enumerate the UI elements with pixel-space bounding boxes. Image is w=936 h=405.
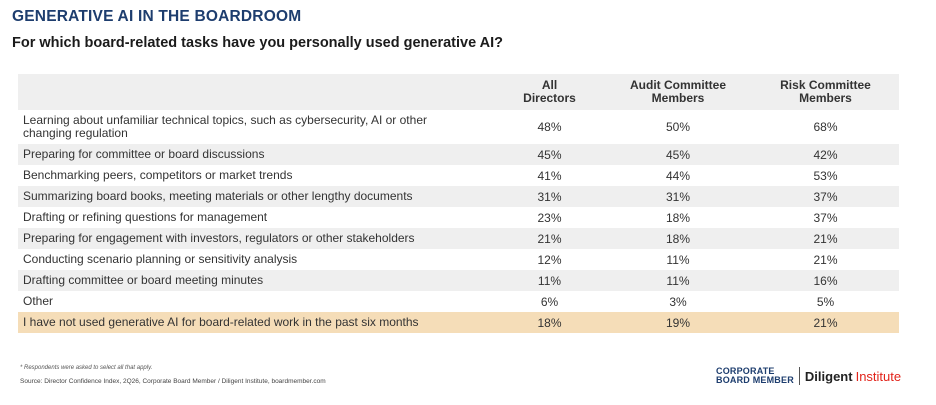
chart-question: For which board-related tasks have you p… (12, 35, 503, 51)
value-risk-committee: 53% (813, 168, 838, 183)
task-label: Other (23, 294, 54, 308)
logo-divider (798, 367, 800, 385)
value-all-directors: 23% (537, 210, 562, 225)
task-label: Drafting or refining questions for manag… (23, 210, 268, 224)
value-all-directors: 41% (537, 168, 562, 183)
diligent-logo: Diligent (804, 368, 853, 384)
table-row: Preparing for committee or board discuss… (18, 144, 899, 165)
value-risk-committee: 16% (813, 273, 838, 288)
task-label: I have not used generative AI for board-… (23, 315, 419, 329)
value-audit-committee: 50% (665, 120, 691, 134)
value-risk-committee: 37% (813, 210, 838, 225)
value-risk-committee: 21% (813, 315, 838, 330)
value-risk-committee: 5% (816, 294, 835, 309)
header-all-directors: All Directors (523, 78, 576, 105)
task-label: Preparing for committee or board discuss… (23, 147, 265, 161)
task-label: Summarizing board books, meeting materia… (23, 189, 413, 203)
task-label: Benchmarking peers, competitors or marke… (23, 168, 293, 182)
value-audit-committee: 18% (665, 231, 691, 246)
value-risk-committee: 42% (813, 147, 838, 162)
value-audit-committee: 11% (666, 252, 690, 267)
chart-kicker-title: GENERATIVE AI IN THE BOARDROOM (12, 8, 302, 25)
value-all-directors: 12% (537, 252, 562, 267)
value-audit-committee: 44% (665, 168, 691, 183)
value-all-directors: 31% (537, 189, 562, 204)
institute-logo-text: Institute (855, 368, 902, 384)
value-all-directors: 45% (537, 147, 562, 162)
task-label: Preparing for engagement with investors,… (23, 231, 415, 245)
table-row: Preparing for engagement with investors,… (18, 228, 899, 249)
value-all-directors: 48% (537, 120, 562, 134)
corporate-board-member-logo: CORPORATE BOARD MEMBER (716, 366, 794, 385)
value-risk-committee: 37% (813, 189, 838, 204)
value-audit-committee: 3% (669, 294, 687, 309)
source-note: Source: Director Confidence Index, 2Q26,… (20, 378, 326, 385)
table-row: Drafting committee or board meeting minu… (18, 270, 899, 291)
table-header-row: All Directors Audit Committee Members Risk… (18, 74, 899, 110)
table-row: Learning about unfamiliar technical topi… (18, 110, 899, 144)
value-risk-committee: 68% (813, 120, 838, 134)
table-row: Drafting or refining questions for manag… (18, 207, 899, 228)
value-audit-committee: 18% (665, 210, 691, 225)
value-risk-committee: 21% (813, 231, 838, 246)
value-all-directors: 21% (537, 231, 562, 246)
table-row: Conducting scenario planning or sensitiv… (18, 249, 899, 270)
header-risk-committee: Risk Committee Members (780, 78, 871, 105)
task-label: Drafting committee or board meeting minu… (23, 273, 264, 287)
value-all-directors: 6% (540, 294, 559, 309)
value-all-directors: 11% (537, 273, 562, 288)
value-risk-committee: 21% (813, 252, 838, 267)
value-audit-committee: 19% (665, 315, 691, 330)
publisher-logos: CORPORATE BOARD MEMBER Diligent Institut… (716, 366, 901, 386)
header-task (18, 74, 495, 110)
table-row: Benchmarking peers, competitors or marke… (18, 165, 899, 186)
table-row: Summarizing board books, meeting materia… (18, 186, 899, 207)
task-label: Learning about unfamiliar technical topi… (23, 113, 427, 140)
table-row: Other 6% 3% 5% (18, 291, 899, 312)
value-all-directors: 18% (537, 315, 562, 330)
value-audit-committee: 11% (666, 273, 690, 288)
survey-table: All Directors Audit Committee Members Risk… (18, 74, 899, 333)
task-label: Conducting scenario planning or sensitiv… (23, 252, 298, 266)
table-row-highlighted: I have not used generative AI for board-… (18, 312, 899, 333)
header-audit-committee: Audit Committee Members (630, 78, 726, 105)
value-audit-committee: 31% (665, 189, 691, 204)
value-audit-committee: 45% (665, 147, 691, 162)
footnote: * Respondents were asked to select all t… (20, 365, 153, 371)
